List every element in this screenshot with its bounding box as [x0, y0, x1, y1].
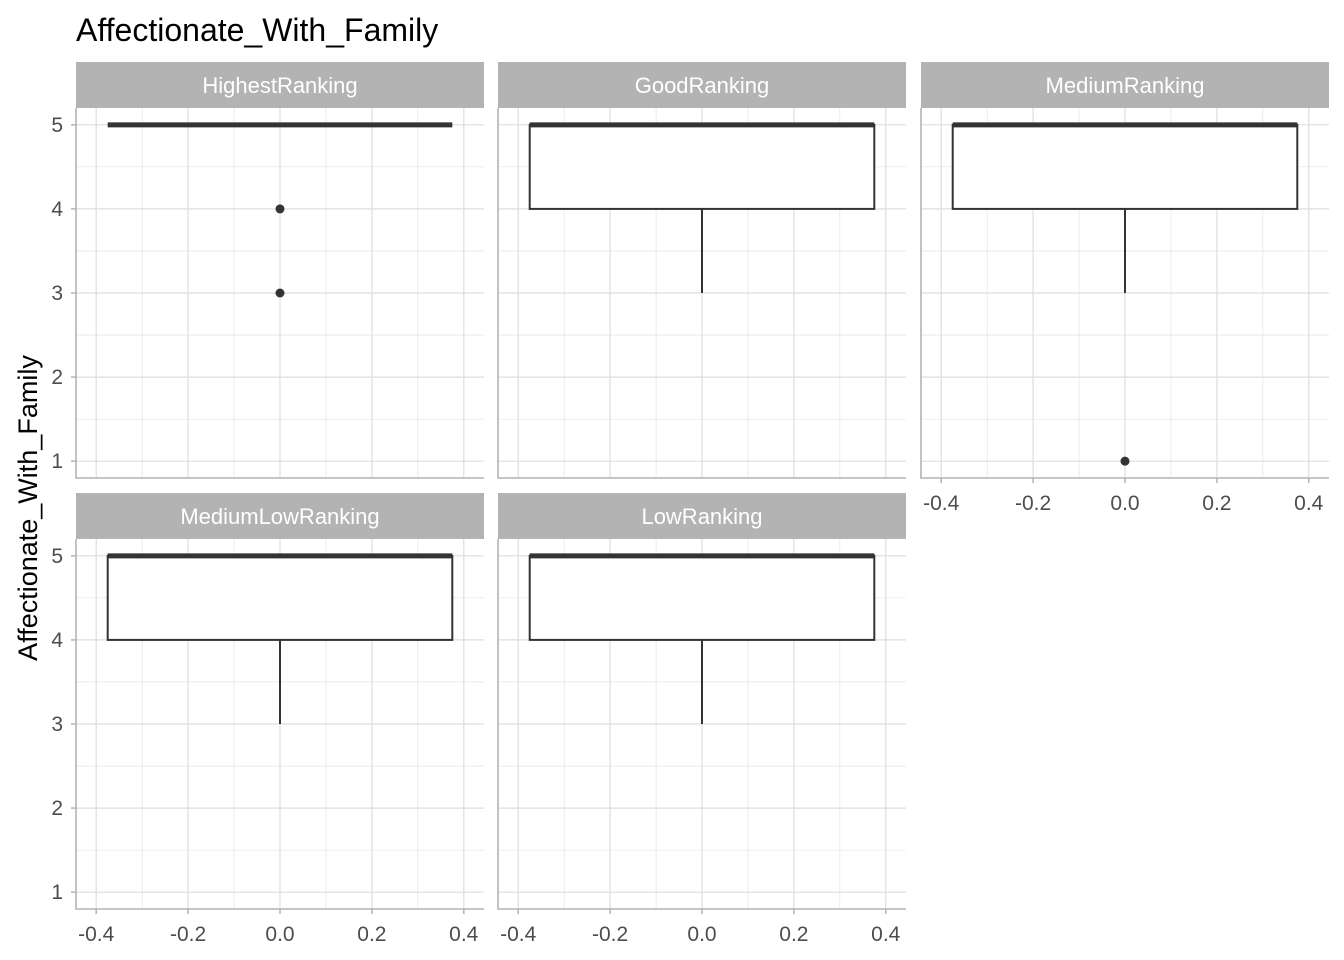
y-tick-label: 1	[51, 450, 63, 473]
x-tick-label: 0.4	[449, 923, 479, 946]
panel-MediumLowRanking: MediumLowRanking 1 2 3 4 5 -0.4 -0.2 0.0 0.2 0.4	[51, 493, 484, 946]
y-tick-label: 5	[51, 545, 63, 568]
facet-panels: HighestRanking 1 2 3 4 5 GoodRanking MediumRank…	[51, 62, 1329, 946]
x-tick-label: 0.2	[357, 923, 386, 946]
y-axis-label: Affectionate_With_Family	[13, 355, 43, 661]
strip-background	[498, 62, 906, 108]
panel-LowRanking: LowRanking -0.4 -0.2 0.0 0.2 0.4	[497, 493, 906, 946]
strip-label: GoodRanking	[635, 73, 770, 98]
outlier-point	[1120, 456, 1130, 466]
strip-background	[921, 62, 1329, 108]
y-tick-label: 3	[51, 282, 63, 305]
y-tick-label: 4	[51, 629, 63, 652]
chart-title: Affectionate_With_Family	[76, 12, 438, 48]
strip-label: MediumLowRanking	[180, 504, 379, 529]
x-tick-label: 0.4	[871, 923, 901, 946]
y-tick-label: 2	[51, 797, 63, 820]
strip-background	[76, 62, 484, 108]
y-tick-label: 2	[51, 366, 63, 389]
strip-label: MediumRanking	[1046, 73, 1205, 98]
y-tick-label: 4	[51, 198, 63, 221]
x-tick-label: 0.0	[265, 923, 294, 946]
outlier-point	[275, 204, 285, 214]
x-tick-label: -0.2	[592, 923, 628, 946]
grid-lines	[76, 539, 484, 909]
x-tick-label: -0.2	[1015, 492, 1051, 515]
box-body	[528, 554, 876, 641]
panel-HighestRanking: HighestRanking 1 2 3 4 5	[51, 62, 484, 479]
y-tick-label: 5	[51, 114, 63, 137]
x-tick-label: -0.2	[170, 923, 206, 946]
strip-label: HighestRanking	[202, 73, 357, 98]
panel-MediumRanking: MediumRanking -0.4 -0.2 0.0 0.2 0.4	[920, 62, 1329, 515]
box-body	[951, 123, 1299, 210]
x-tick-label: 0.0	[687, 923, 716, 946]
x-tick-label: 0.0	[1110, 492, 1139, 515]
panel-axis-lines	[75, 108, 484, 479]
strip-label: LowRanking	[641, 504, 762, 529]
box-body	[528, 123, 876, 210]
strip-background	[76, 493, 484, 539]
x-tick-label: -0.4	[500, 923, 537, 946]
panel-axis-lines	[75, 539, 484, 910]
outlier-point	[275, 288, 285, 298]
panel-axis-lines	[497, 539, 906, 910]
x-tick-label: 0.4	[1294, 492, 1324, 515]
x-tick-label: -0.4	[923, 492, 960, 515]
x-tick-label: -0.4	[78, 923, 115, 946]
x-tick-label: 0.2	[779, 923, 808, 946]
panel-GoodRanking: GoodRanking	[497, 62, 906, 479]
y-tick-label: 3	[51, 713, 63, 736]
strip-background	[498, 493, 906, 539]
panel-axis-lines	[497, 108, 906, 479]
panel-axis-lines	[920, 108, 1329, 479]
x-tick-label: 0.2	[1202, 492, 1231, 515]
box-body	[106, 554, 454, 641]
y-tick-label: 1	[51, 881, 63, 904]
